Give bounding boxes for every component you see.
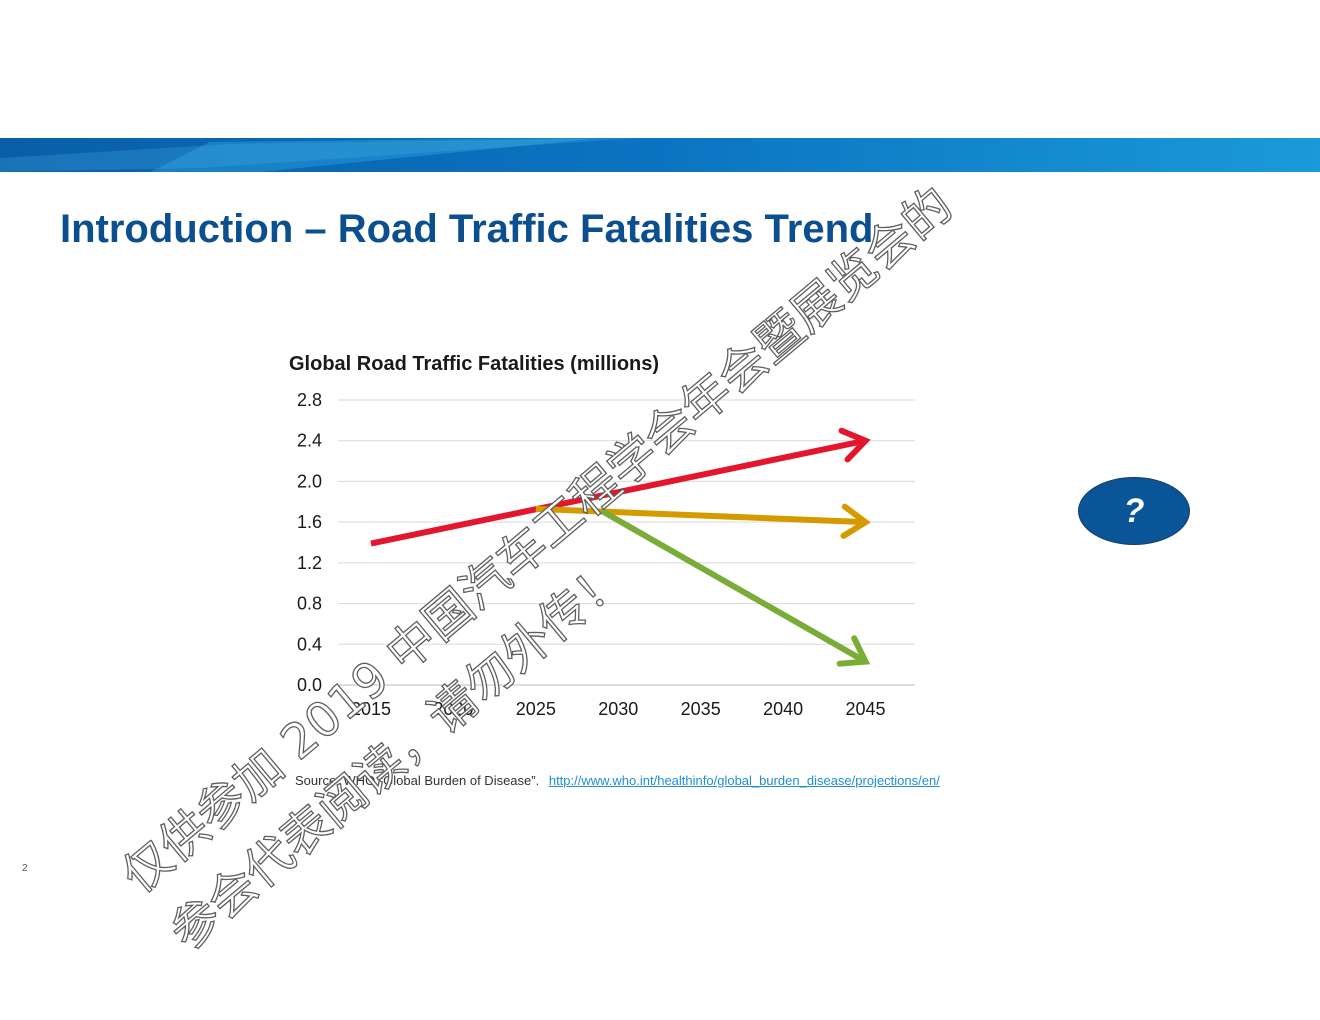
trend-line-2 xyxy=(600,508,868,665)
y-tick-label-3: 1.2 xyxy=(297,553,322,573)
y-tick-label-4: 1.6 xyxy=(297,512,322,532)
page-number: 2 xyxy=(22,863,28,874)
question-badge: ? xyxy=(1078,477,1190,545)
trend-arrowhead-2 xyxy=(836,635,871,667)
y-tick-label-1: 0.4 xyxy=(297,634,322,654)
x-tick-label-4: 2035 xyxy=(681,699,721,719)
y-tick-label-6: 2.4 xyxy=(297,431,322,451)
header-banner xyxy=(0,138,1320,172)
source-citation: Source: WHO “Global Burden of Disease”. … xyxy=(295,773,940,788)
slide-title: Introduction – Road Traffic Fatalities T… xyxy=(60,207,874,251)
x-tick-label-1: 2020 xyxy=(433,699,473,719)
y-tick-label-5: 2.0 xyxy=(297,471,322,491)
y-tick-label-7: 2.8 xyxy=(297,390,322,410)
x-tick-label-2: 2025 xyxy=(516,699,556,719)
chart-title: Global Road Traffic Fatalities (millions… xyxy=(289,353,660,375)
source-link[interactable]: http://www.who.int/healthinfo/global_bur… xyxy=(548,773,940,788)
y-tick-label-0: 0.0 xyxy=(297,675,322,695)
trend-arrowhead-0 xyxy=(838,427,871,463)
x-tick-label-5: 2040 xyxy=(763,699,803,719)
x-tick-label-0: 2015 xyxy=(351,699,391,719)
x-tick-label-6: 2045 xyxy=(846,699,886,719)
trend-line-1 xyxy=(535,505,866,526)
question-mark-text: ? xyxy=(1123,491,1145,530)
source-text: Source: WHO “Global Burden of Disease”. xyxy=(295,773,540,788)
trend-line-0 xyxy=(370,437,867,547)
x-tick-label-3: 2030 xyxy=(598,699,638,719)
trend-arrowhead-1 xyxy=(840,503,871,539)
y-tick-label-2: 0.8 xyxy=(297,594,322,614)
